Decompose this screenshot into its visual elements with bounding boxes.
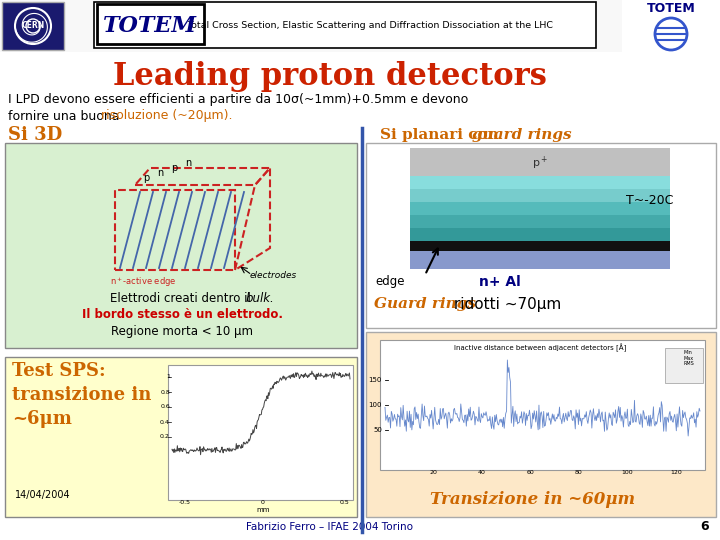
Bar — [5, 357, 357, 517]
Text: TOTEM: TOTEM — [647, 3, 696, 16]
Text: n$^+$-active edge: n$^+$-active edge — [110, 275, 176, 289]
Bar — [366, 332, 716, 517]
Text: electrodes: electrodes — [250, 271, 297, 280]
Text: Si 3D: Si 3D — [8, 126, 62, 144]
Text: Fabrizio Ferro – IFAE 2004 Torino: Fabrizio Ferro – IFAE 2004 Torino — [246, 522, 413, 532]
Text: Transizione in ~60μm: Transizione in ~60μm — [430, 491, 635, 509]
Text: 1: 1 — [166, 375, 170, 380]
Text: 0.6: 0.6 — [161, 404, 170, 409]
Text: mm: mm — [256, 507, 270, 513]
Text: 14/04/2004: 14/04/2004 — [15, 490, 71, 500]
Bar — [410, 189, 670, 202]
Text: fornire una buona: fornire una buona — [8, 110, 124, 123]
Text: Si planari con: Si planari con — [380, 128, 504, 142]
Text: 0: 0 — [261, 501, 265, 505]
Text: Guard rings: Guard rings — [374, 297, 476, 311]
Text: Min
Max
RMS: Min Max RMS — [684, 350, 695, 366]
Text: -0.5: -0.5 — [179, 501, 191, 505]
Bar — [410, 241, 670, 251]
Bar — [410, 148, 670, 176]
Text: guard rings: guard rings — [472, 128, 571, 142]
Bar — [410, 176, 670, 189]
Text: 80: 80 — [575, 469, 582, 475]
Bar — [410, 251, 670, 269]
Text: n: n — [185, 158, 191, 168]
Text: ridotti ~70μm: ridotti ~70μm — [449, 296, 561, 312]
Text: 0.2: 0.2 — [160, 435, 170, 440]
Text: 20: 20 — [430, 469, 437, 475]
Text: Total Cross Section, Elastic Scattering and Diffraction Dissociation at the LHC: Total Cross Section, Elastic Scattering … — [187, 22, 553, 30]
Text: 6: 6 — [701, 521, 709, 534]
FancyBboxPatch shape — [94, 2, 596, 48]
Text: 60: 60 — [526, 469, 534, 475]
Text: Regione morta < 10 μm: Regione morta < 10 μm — [111, 325, 253, 338]
Bar — [5, 143, 357, 348]
Bar — [2, 2, 64, 50]
Bar — [410, 215, 670, 228]
Bar — [380, 340, 705, 470]
Text: risoluzione (~20μm).: risoluzione (~20μm). — [101, 110, 232, 123]
Text: Leading proton detectors: Leading proton detectors — [113, 60, 547, 91]
Text: 0.5: 0.5 — [340, 501, 350, 505]
Bar — [410, 228, 670, 241]
Text: p$^+$: p$^+$ — [532, 154, 548, 172]
Bar — [665, 348, 703, 383]
Text: Il bordo stesso è un elettrodo.: Il bordo stesso è un elettrodo. — [81, 308, 282, 321]
Bar — [366, 143, 716, 328]
Text: edge: edge — [375, 275, 405, 288]
Text: 0.4: 0.4 — [160, 420, 170, 424]
Text: p: p — [143, 173, 149, 183]
Text: bulk.: bulk. — [246, 292, 274, 305]
Text: n: n — [157, 168, 163, 178]
Text: Test SPS:
transizione in
~6μm: Test SPS: transizione in ~6μm — [12, 362, 151, 428]
Bar — [168, 365, 353, 500]
Text: 40: 40 — [478, 469, 486, 475]
Text: 150: 150 — [369, 377, 382, 383]
Text: 120: 120 — [670, 469, 682, 475]
Bar — [622, 0, 720, 52]
Text: T~-20C: T~-20C — [626, 193, 674, 206]
Text: I LPD devono essere efficienti a partire da 10σ(~1mm)+0.5mm e devono: I LPD devono essere efficienti a partire… — [8, 93, 468, 106]
Text: 100: 100 — [621, 469, 633, 475]
Text: n+ Al: n+ Al — [479, 275, 521, 289]
Bar — [0, 0, 720, 52]
Text: TOTEM: TOTEM — [103, 15, 197, 37]
Text: 100: 100 — [369, 402, 382, 408]
Text: Elettrodi creati dentro il: Elettrodi creati dentro il — [109, 292, 254, 305]
Bar — [410, 202, 670, 215]
Text: 0.8: 0.8 — [161, 389, 170, 395]
FancyBboxPatch shape — [97, 4, 204, 44]
Text: p: p — [171, 163, 177, 173]
Text: Inactive distance between adjacent detectors [Å]: Inactive distance between adjacent detec… — [454, 344, 626, 352]
Text: 50: 50 — [373, 427, 382, 433]
Bar — [410, 176, 670, 241]
Text: CERN: CERN — [22, 22, 45, 30]
